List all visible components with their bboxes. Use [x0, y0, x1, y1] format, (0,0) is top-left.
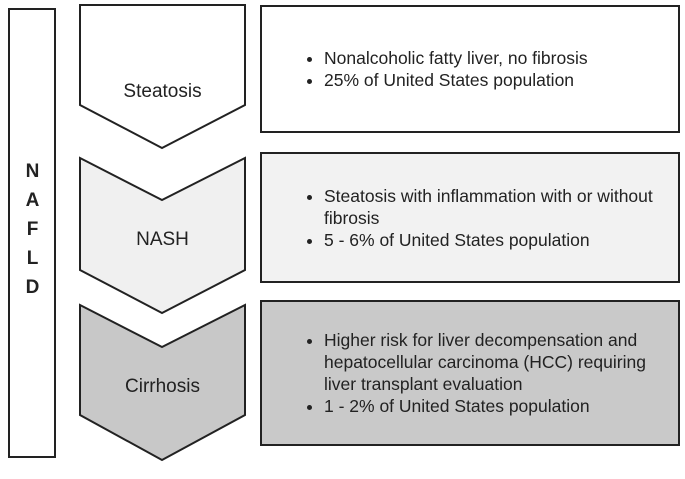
stage-box: Higher risk for liver decompensation and… [260, 300, 680, 446]
bullet: 25% of United States population [324, 69, 588, 91]
sidebar-label: NAFLD [22, 160, 43, 306]
stage-box: Nonalcoholic fatty liver, no fibrosis25%… [260, 5, 680, 133]
chevron [79, 303, 246, 462]
stage-label: Cirrhosis [125, 376, 200, 397]
bullet: 1 - 2% of United States population [324, 395, 668, 417]
stage-label: NASH [136, 229, 189, 250]
sidebar: NAFLD [8, 8, 56, 458]
stage-label: Steatosis [123, 81, 202, 102]
bullet: Higher risk for liver decompensation and… [324, 329, 668, 395]
chevron [79, 4, 246, 150]
bullet: 5 - 6% of United States population [324, 229, 668, 251]
bullet: Nonalcoholic fatty liver, no fibrosis [324, 47, 588, 69]
bullet: Steatosis with inflammation with or with… [324, 185, 668, 229]
chevron [79, 156, 246, 315]
stage-box: Steatosis with inflammation with or with… [260, 152, 680, 283]
